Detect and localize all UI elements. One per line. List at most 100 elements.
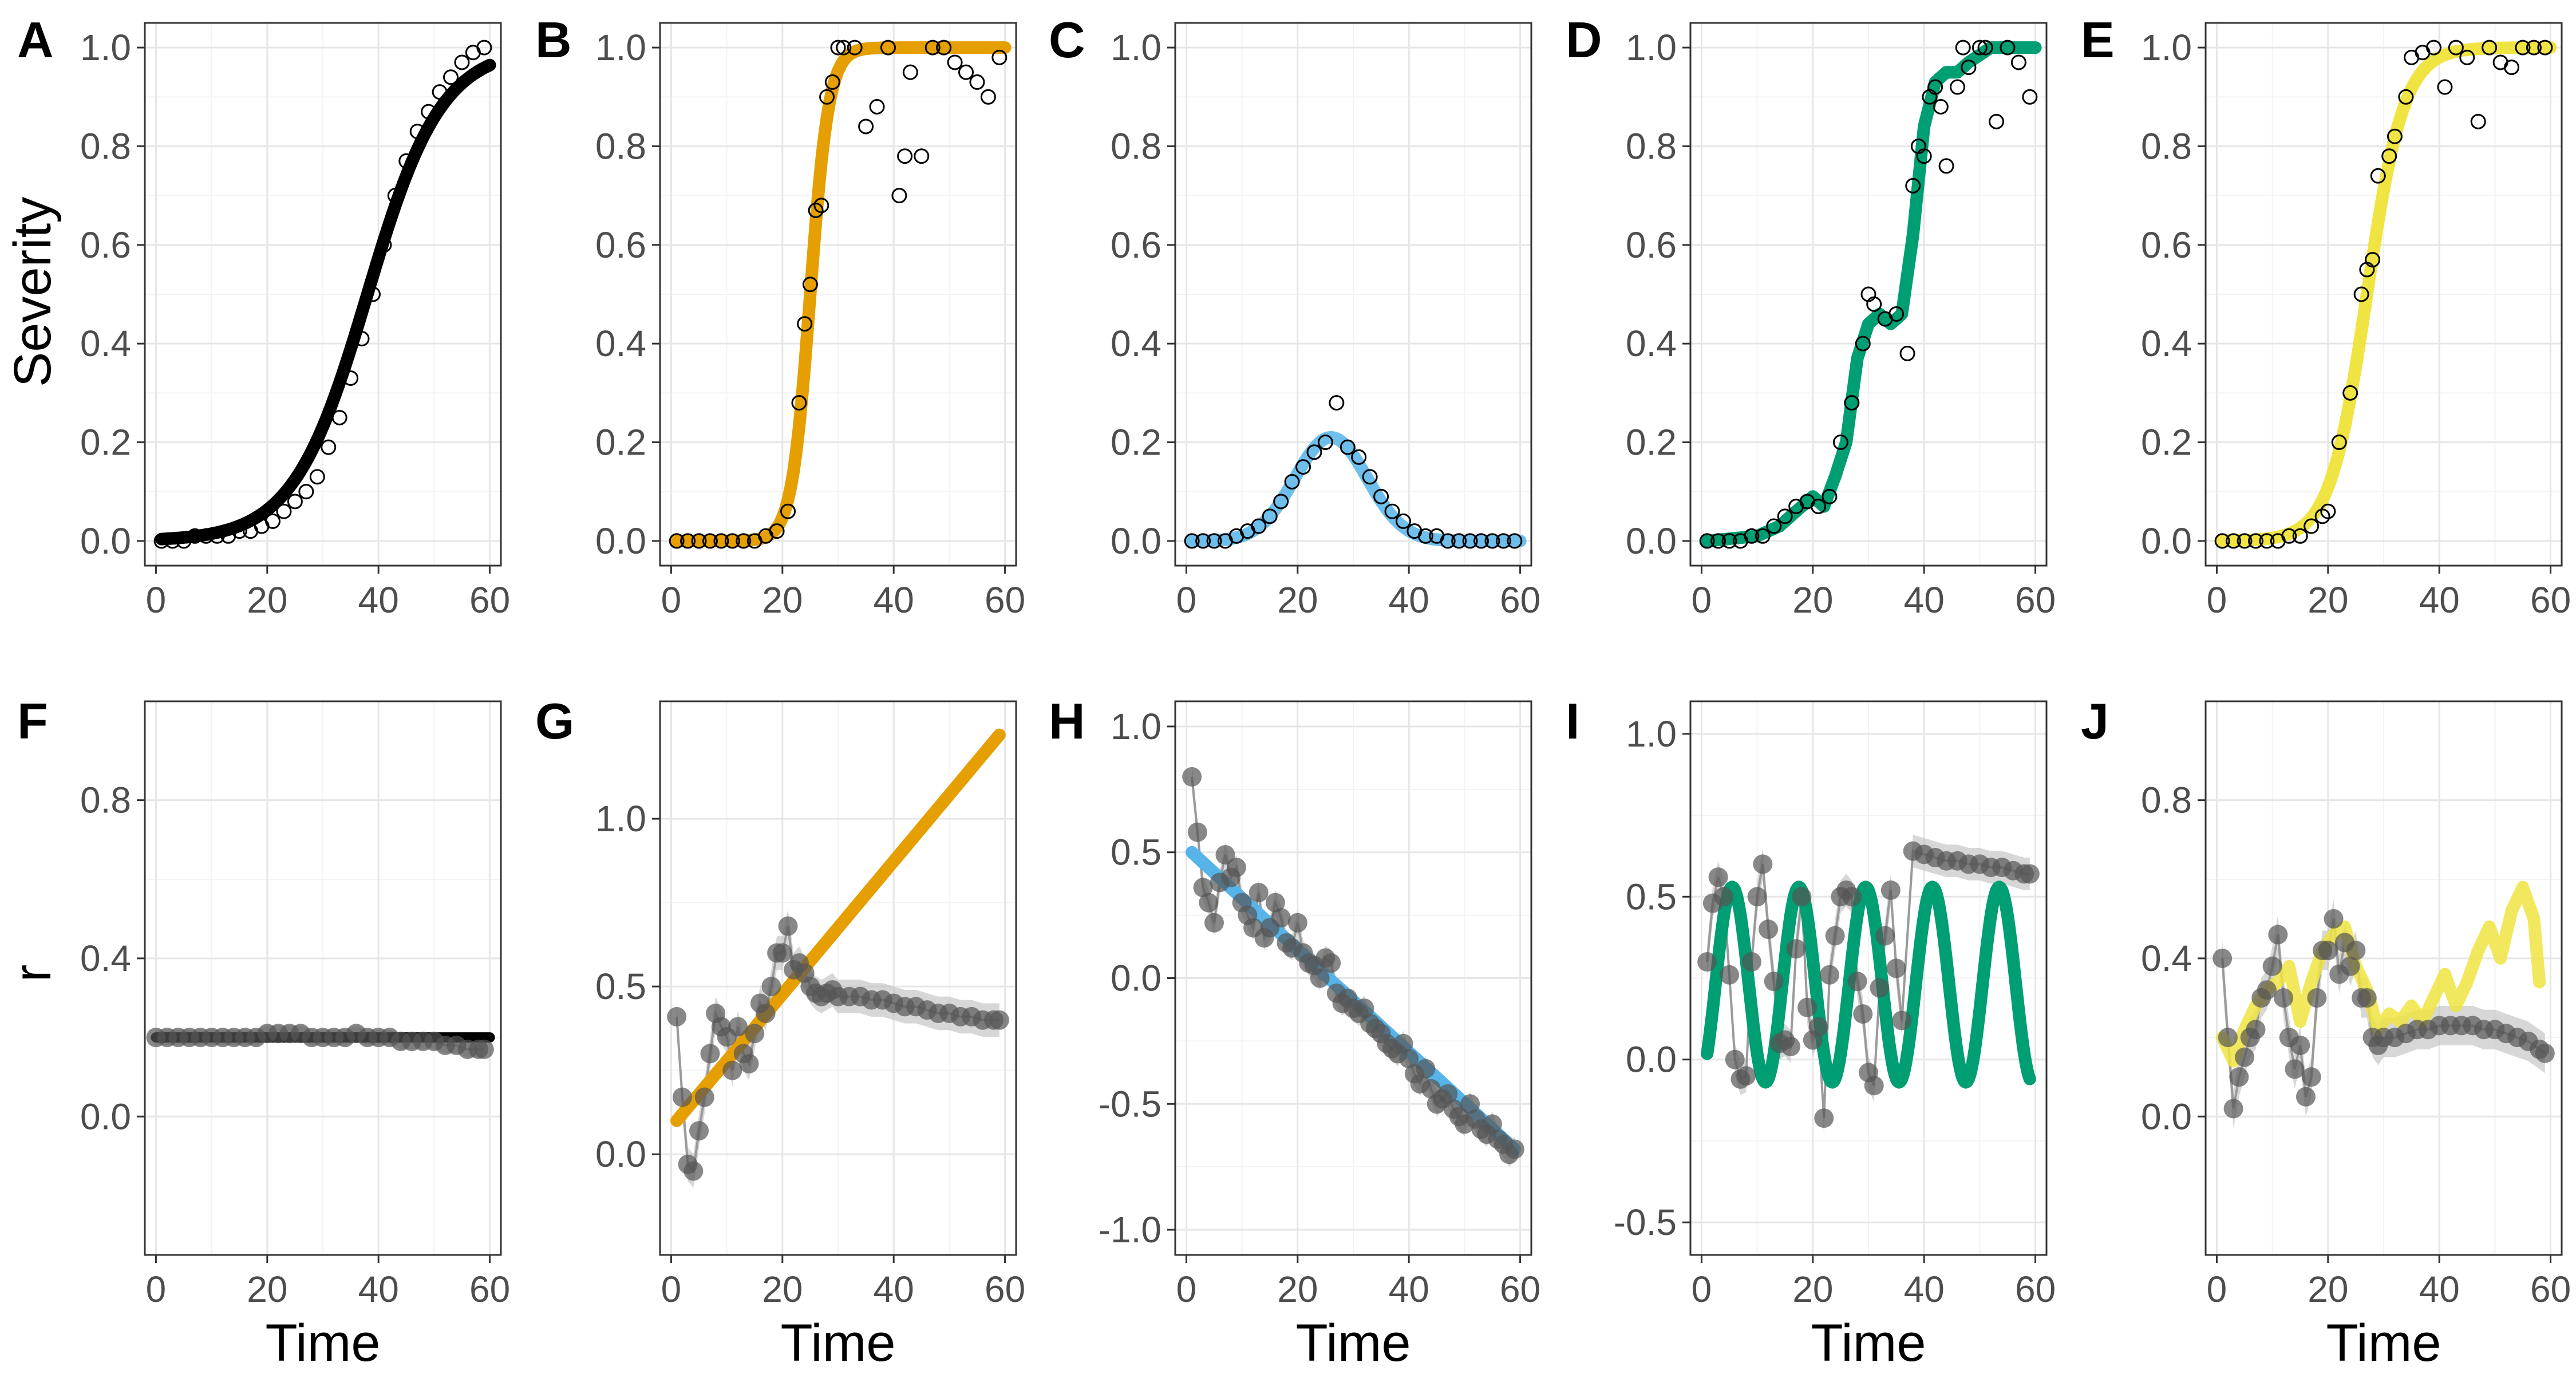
data-point <box>1438 1084 1458 1104</box>
data-point <box>343 370 359 386</box>
x-tick-label: 60 <box>469 579 510 621</box>
data-point <box>1844 395 1860 411</box>
x-tick-label: 20 <box>1277 1269 1318 1310</box>
panel-letter-b: B <box>535 11 572 68</box>
grid <box>660 23 1016 566</box>
data-point <box>2370 168 2386 184</box>
grid <box>1175 23 1531 566</box>
y-tick-label: 1.0 <box>1111 27 1161 68</box>
y-tick-label: 0.6 <box>2141 224 2192 266</box>
data-point <box>2000 40 2016 56</box>
data-point <box>1226 858 1246 878</box>
x-tick-label: 60 <box>2530 579 2571 621</box>
data-point <box>409 124 425 140</box>
data-point <box>669 533 685 549</box>
data-point <box>198 528 214 544</box>
data-point <box>1853 1004 1873 1024</box>
data-point <box>309 469 325 485</box>
data-point <box>1265 893 1285 913</box>
data-point <box>1204 913 1224 933</box>
panels-group: A 0 20 40 60 0.0 0.2 0.4 0.6 0.8 1.0 B 0 20 40 60 0.0 0.2… <box>17 11 2571 1372</box>
data-point <box>354 331 370 347</box>
data-point <box>700 1044 720 1064</box>
data-point <box>1340 439 1356 455</box>
y-tick-label: 0.5 <box>1111 832 1161 873</box>
panel-c: C 0 20 40 60 0.0 0.2 0.4 0.6 0.8 1.0 <box>1049 11 1540 621</box>
x-tick-label: 60 <box>2015 579 2056 621</box>
data-point <box>778 916 798 936</box>
data-point <box>2257 980 2277 1000</box>
data-point <box>398 153 414 169</box>
data-point <box>802 277 818 293</box>
x-axis-title: Time <box>1811 1314 1926 1372</box>
data-point <box>1714 887 1734 907</box>
data-point <box>830 40 846 56</box>
panel-frame <box>1174 700 1532 1256</box>
data-point <box>667 1006 687 1026</box>
data-point <box>2535 1043 2555 1063</box>
data-point <box>936 40 952 56</box>
data-point <box>2262 956 2282 976</box>
y-tick-label: 1.0 <box>595 798 646 839</box>
data-point <box>2515 40 2531 56</box>
grid <box>660 701 1016 1255</box>
data-point <box>265 513 281 529</box>
y-tick-label: 0.8 <box>80 780 131 821</box>
data-point <box>836 40 852 56</box>
data-point <box>2307 988 2327 1008</box>
x-tick-label: 40 <box>2419 579 2460 621</box>
data-point <box>365 286 381 302</box>
panel-e: E 0 20 40 60 0.0 0.2 0.4 0.6 0.8 1.0 <box>2081 11 2571 621</box>
data-point <box>713 533 729 549</box>
x-tick-label: 0 <box>2207 579 2227 621</box>
data-point <box>1747 887 1767 907</box>
panel-letter-d: D <box>1566 11 1602 68</box>
data-point <box>1354 998 1374 1018</box>
data-point <box>1933 99 1949 115</box>
plot-area <box>2212 881 2555 1128</box>
data-point <box>2398 89 2414 105</box>
data-point <box>897 148 913 164</box>
data-point <box>1950 79 1965 95</box>
x-tick-label: 40 <box>1904 579 1945 621</box>
data-point <box>1251 518 1267 534</box>
data-point <box>1780 1036 1800 1056</box>
data-point <box>739 1053 759 1073</box>
data-point <box>2246 1020 2266 1040</box>
plot-area <box>2214 40 2557 549</box>
y-tick-label: 0.4 <box>2141 323 2192 364</box>
data-point <box>2226 533 2242 549</box>
y-tick-label: 0.8 <box>1626 125 1677 167</box>
x-tick-label: 0 <box>661 1269 682 1310</box>
y-tick-label: 0.6 <box>595 224 646 266</box>
data-point <box>2346 941 2366 961</box>
data-point <box>1507 533 1523 549</box>
data-point <box>1473 533 1490 549</box>
data-point <box>780 503 796 519</box>
data-point <box>728 1017 748 1037</box>
data-point <box>847 40 863 56</box>
x-tick-label: 60 <box>985 1269 1025 1310</box>
x-tick-label: 20 <box>1792 1269 1833 1310</box>
data-point <box>1393 1033 1413 1053</box>
y-tick-label: 0.5 <box>1626 876 1677 917</box>
data-point <box>1927 79 1943 95</box>
data-point <box>694 1087 714 1107</box>
data-point <box>914 148 930 164</box>
data-point <box>1870 978 1890 998</box>
data-point <box>1440 533 1456 549</box>
panel-frame <box>1689 22 2048 567</box>
panel-frame <box>1174 22 1532 567</box>
data-point <box>2342 385 2358 401</box>
data-point <box>2281 528 2297 544</box>
y-tick-label: 0.2 <box>595 422 646 463</box>
grid <box>1175 701 1531 1255</box>
plot-area <box>1699 40 2042 549</box>
data-point <box>1310 968 1330 988</box>
y-tick-label: 0.4 <box>2141 938 2192 979</box>
data-point <box>2437 79 2453 95</box>
data-point <box>1753 854 1773 874</box>
data-point <box>1215 845 1235 865</box>
data-point <box>1741 952 1761 972</box>
panel-letter-e: E <box>2081 11 2115 68</box>
